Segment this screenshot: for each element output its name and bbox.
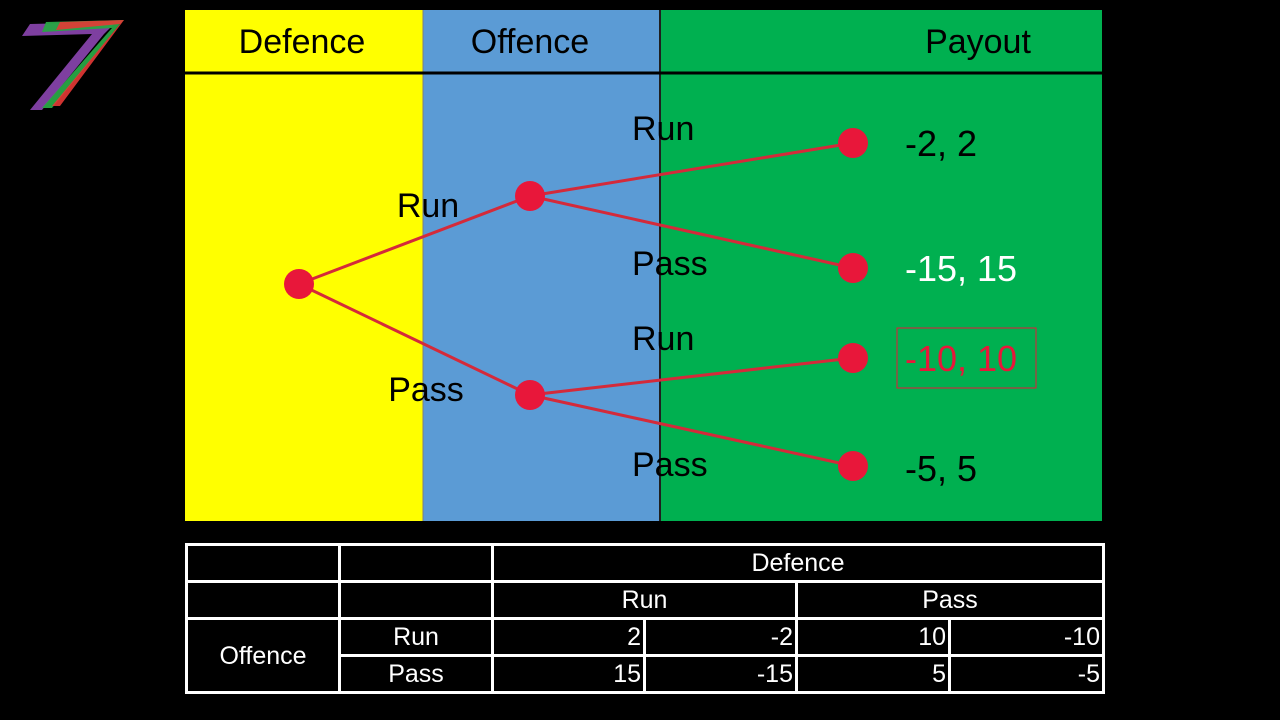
edge-pass-pass bbox=[529, 393, 854, 468]
defence-header: Defence bbox=[239, 23, 366, 61]
leaf-pass-run-node bbox=[838, 343, 868, 373]
table-row-group-offence: Offence bbox=[185, 617, 341, 694]
edge-pass-run bbox=[529, 356, 854, 397]
table-row: Pass 15 -15 5 -5 bbox=[187, 654, 1105, 694]
table-cell: 2 bbox=[491, 617, 646, 657]
pass-run-label: Run bbox=[632, 320, 694, 358]
table-row: Defence bbox=[185, 543, 1105, 583]
table-header-pass: Pass bbox=[795, 580, 1105, 620]
payout-header: Payout bbox=[925, 23, 1031, 61]
table-cell: -10 bbox=[948, 617, 1105, 657]
table-header-defence: Defence bbox=[491, 543, 1105, 583]
offence-column bbox=[423, 10, 660, 521]
table-cell-empty bbox=[338, 543, 494, 583]
pass-pass-label: Pass bbox=[632, 446, 708, 484]
run-pass-label: Pass bbox=[632, 245, 708, 283]
table-row: Run Pass bbox=[185, 580, 1105, 620]
table-row: Offence Run 2 -2 10 -10 bbox=[185, 617, 1105, 694]
edge-run-run bbox=[529, 141, 854, 198]
edge-run-pass bbox=[529, 194, 854, 270]
root-node bbox=[284, 269, 314, 299]
offence-header: Offence bbox=[471, 23, 589, 61]
table-header-run: Run bbox=[491, 580, 798, 620]
table-row-label: Run bbox=[338, 617, 494, 657]
seven-logo-icon bbox=[22, 20, 124, 110]
table-cell: 5 bbox=[795, 654, 951, 694]
payout-column bbox=[660, 10, 1102, 521]
table-cell-empty bbox=[338, 580, 494, 620]
leaf-run-pass-node bbox=[838, 253, 868, 283]
edge-root-run bbox=[298, 194, 531, 286]
leaf-run-run-node bbox=[838, 128, 868, 158]
table-cell: -15 bbox=[643, 654, 798, 694]
table-cell: 10 bbox=[795, 617, 951, 657]
leaf-pass-pass-node bbox=[838, 451, 868, 481]
payoff-run-run: -2, 2 bbox=[905, 123, 977, 164]
table-cell-empty bbox=[185, 543, 341, 583]
payoff-pass-run: -10, 10 bbox=[905, 338, 1017, 379]
edge-root-pass bbox=[298, 282, 531, 397]
table-cell-empty bbox=[185, 580, 341, 620]
payoff-highlight-box bbox=[896, 327, 1037, 389]
root-pass-label: Pass bbox=[388, 371, 464, 409]
offence-pass-node bbox=[515, 380, 545, 410]
payoff-run-pass: -15, 15 bbox=[905, 248, 1017, 289]
defence-column bbox=[185, 10, 423, 521]
table-row-label: Pass bbox=[338, 654, 494, 694]
table-cell: 15 bbox=[491, 654, 646, 694]
payoff-matrix-table: Defence Run Pass Offence Run 2 -2 10 -10… bbox=[185, 543, 1105, 694]
table-cell: -5 bbox=[948, 654, 1105, 694]
root-run-label: Run bbox=[397, 187, 459, 225]
offence-run-node bbox=[515, 181, 545, 211]
payoff-pass-pass: -5, 5 bbox=[905, 448, 977, 489]
table-cell: -2 bbox=[643, 617, 798, 657]
run-run-label: Run bbox=[632, 110, 694, 148]
